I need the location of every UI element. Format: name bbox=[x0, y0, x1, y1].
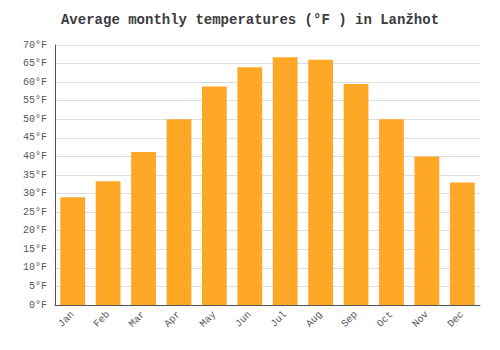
svg-text:Aug: Aug bbox=[304, 309, 324, 329]
svg-text:5°F: 5°F bbox=[29, 281, 47, 292]
svg-text:Mar: Mar bbox=[127, 309, 147, 329]
svg-text:10°F: 10°F bbox=[23, 262, 47, 273]
svg-text:Jun: Jun bbox=[233, 309, 253, 329]
svg-text:15°F: 15°F bbox=[23, 244, 47, 255]
svg-text:40°F: 40°F bbox=[23, 151, 47, 162]
svg-text:60°F: 60°F bbox=[23, 77, 47, 88]
svg-text:65°F: 65°F bbox=[23, 58, 47, 69]
svg-text:Feb: Feb bbox=[92, 309, 112, 329]
svg-text:Jul: Jul bbox=[269, 309, 289, 329]
svg-text:35°F: 35°F bbox=[23, 170, 47, 181]
svg-text:70°F: 70°F bbox=[23, 40, 47, 51]
svg-text:25°F: 25°F bbox=[23, 207, 47, 218]
svg-text:45°F: 45°F bbox=[23, 132, 47, 143]
svg-text:Jan: Jan bbox=[56, 309, 76, 329]
svg-text:May: May bbox=[198, 309, 218, 329]
svg-text:Dec: Dec bbox=[446, 309, 466, 329]
svg-text:Nov: Nov bbox=[410, 309, 430, 329]
svg-text:Average monthly temperatures (: Average monthly temperatures (°F ) in La… bbox=[61, 12, 439, 28]
svg-text:30°F: 30°F bbox=[23, 188, 47, 199]
svg-text:20°F: 20°F bbox=[23, 225, 47, 236]
svg-text:Apr: Apr bbox=[162, 309, 182, 329]
svg-text:0°F: 0°F bbox=[29, 300, 47, 311]
svg-text:Oct: Oct bbox=[375, 309, 395, 329]
svg-text:50°F: 50°F bbox=[23, 114, 47, 125]
svg-text:Sep: Sep bbox=[339, 309, 359, 329]
svg-text:55°F: 55°F bbox=[23, 95, 47, 106]
